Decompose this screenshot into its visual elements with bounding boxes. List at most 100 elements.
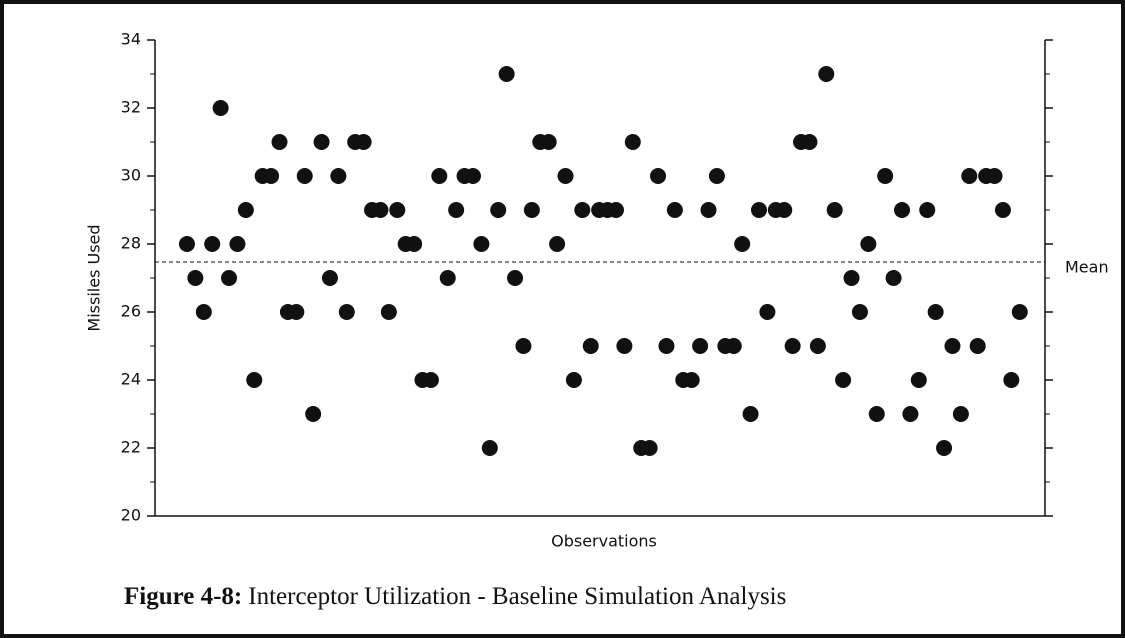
point bbox=[952, 406, 969, 422]
point bbox=[372, 202, 389, 218]
y-tick-label: 26 bbox=[121, 302, 141, 321]
point bbox=[330, 168, 347, 184]
point bbox=[893, 202, 910, 218]
point bbox=[422, 372, 439, 388]
point bbox=[809, 338, 826, 354]
point bbox=[725, 338, 742, 354]
y-tick-label: 32 bbox=[121, 98, 141, 117]
point bbox=[944, 338, 961, 354]
point bbox=[734, 236, 751, 252]
point bbox=[271, 134, 288, 150]
point bbox=[994, 202, 1011, 218]
point bbox=[237, 202, 254, 218]
point bbox=[666, 202, 683, 218]
caption-label: Figure 4-8: bbox=[124, 583, 242, 610]
point bbox=[1011, 304, 1028, 320]
point bbox=[650, 168, 667, 184]
point bbox=[229, 236, 246, 252]
point bbox=[750, 202, 767, 218]
point bbox=[557, 168, 574, 184]
mean-label: Mean bbox=[1065, 258, 1109, 277]
point bbox=[178, 236, 195, 252]
point bbox=[481, 440, 498, 456]
point bbox=[877, 168, 894, 184]
point bbox=[692, 338, 709, 354]
point bbox=[835, 372, 852, 388]
y-tick-label: 28 bbox=[121, 234, 141, 253]
point bbox=[389, 202, 406, 218]
point bbox=[826, 202, 843, 218]
point bbox=[582, 338, 599, 354]
point bbox=[523, 202, 540, 218]
point bbox=[936, 440, 953, 456]
point bbox=[507, 270, 524, 286]
point bbox=[759, 304, 776, 320]
point bbox=[607, 202, 624, 218]
point bbox=[549, 236, 566, 252]
point bbox=[902, 406, 919, 422]
point bbox=[919, 202, 936, 218]
point bbox=[1003, 372, 1020, 388]
point bbox=[187, 270, 204, 286]
y-tick-label: 34 bbox=[121, 30, 141, 49]
point bbox=[961, 168, 978, 184]
point bbox=[742, 406, 759, 422]
point bbox=[708, 168, 725, 184]
point bbox=[700, 202, 717, 218]
point bbox=[296, 168, 313, 184]
point bbox=[927, 304, 944, 320]
point bbox=[195, 304, 212, 320]
point bbox=[776, 202, 793, 218]
point bbox=[818, 66, 835, 82]
point bbox=[246, 372, 263, 388]
point bbox=[851, 304, 868, 320]
y-tick-label: 30 bbox=[121, 166, 141, 185]
y-tick-label: 24 bbox=[121, 370, 141, 389]
point bbox=[641, 440, 658, 456]
point bbox=[843, 270, 860, 286]
point bbox=[801, 134, 818, 150]
point bbox=[288, 304, 305, 320]
point bbox=[380, 304, 397, 320]
point bbox=[683, 372, 700, 388]
point bbox=[574, 202, 591, 218]
point bbox=[221, 270, 238, 286]
point bbox=[263, 168, 280, 184]
y-axis-label: Missiles Used bbox=[85, 224, 104, 331]
point bbox=[212, 100, 229, 116]
point bbox=[448, 202, 465, 218]
point bbox=[910, 372, 927, 388]
point bbox=[321, 270, 338, 286]
point bbox=[305, 406, 322, 422]
point bbox=[986, 168, 1003, 184]
point bbox=[658, 338, 675, 354]
point bbox=[490, 202, 507, 218]
point bbox=[784, 338, 801, 354]
point bbox=[464, 168, 481, 184]
point bbox=[540, 134, 557, 150]
point bbox=[431, 168, 448, 184]
point bbox=[406, 236, 423, 252]
point bbox=[969, 338, 986, 354]
point bbox=[616, 338, 633, 354]
point bbox=[355, 134, 372, 150]
point bbox=[473, 236, 490, 252]
point bbox=[498, 66, 515, 82]
y-tick-label: 22 bbox=[121, 438, 141, 457]
point bbox=[868, 406, 885, 422]
caption-text: Interceptor Utilization - Baseline Simul… bbox=[248, 583, 786, 610]
point bbox=[313, 134, 330, 150]
point bbox=[860, 236, 877, 252]
point bbox=[515, 338, 532, 354]
x-axis-label: Observations bbox=[551, 532, 657, 551]
point bbox=[204, 236, 221, 252]
point bbox=[885, 270, 902, 286]
point bbox=[338, 304, 355, 320]
y-tick-label: 20 bbox=[121, 506, 141, 525]
caption: Figure 4-8: Interceptor Utilization - Bas… bbox=[124, 583, 786, 610]
point bbox=[439, 270, 456, 286]
point bbox=[565, 372, 582, 388]
point bbox=[624, 134, 641, 150]
